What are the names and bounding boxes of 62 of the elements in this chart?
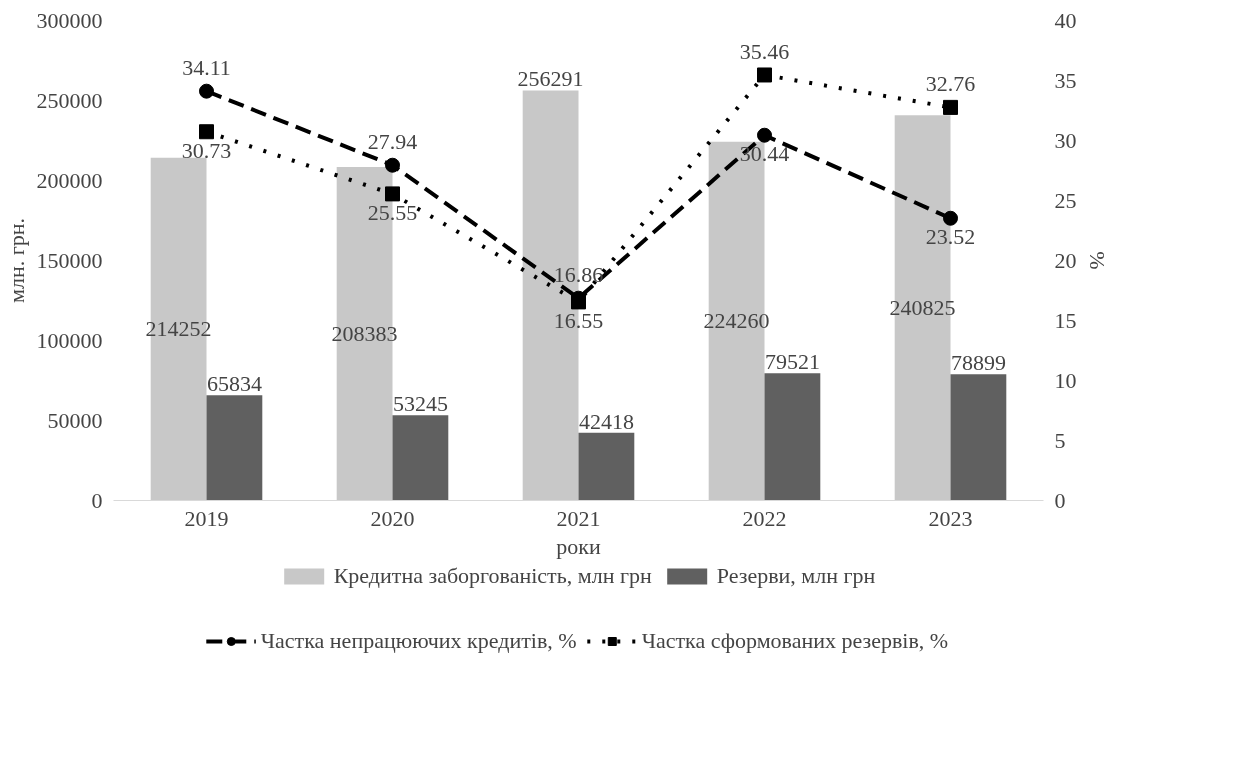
x-tick-label: 2020 bbox=[370, 505, 415, 531]
point bbox=[757, 127, 772, 143]
y2-tick-label: 20 bbox=[1054, 247, 1077, 273]
x-tick-label: 2019 bbox=[184, 505, 229, 531]
y2-tick-label: 40 bbox=[1054, 7, 1077, 33]
legend-label: Резерви, млн грн bbox=[716, 563, 876, 589]
y-tick-label: 150000 bbox=[36, 247, 103, 273]
bar bbox=[206, 395, 263, 501]
x-tick-label: 2022 bbox=[742, 505, 787, 531]
point bbox=[385, 157, 400, 173]
data-label: 16.55 bbox=[553, 307, 604, 333]
legend-label: Частка непрацюючих кредитів, % bbox=[260, 628, 577, 654]
y2-axis-title: % bbox=[1084, 251, 1110, 270]
data-label: 25.55 bbox=[367, 199, 418, 225]
data-label: 53245 bbox=[392, 391, 448, 417]
data-label: 224260 bbox=[703, 308, 770, 334]
data-label: 16.86 bbox=[553, 262, 604, 288]
point bbox=[385, 186, 400, 202]
y2-tick-label: 35 bbox=[1054, 67, 1077, 93]
x-tick-label: 2023 bbox=[928, 505, 973, 531]
data-label: 256291 bbox=[517, 66, 584, 92]
point bbox=[199, 124, 214, 140]
x-tick-label: 2021 bbox=[556, 505, 601, 531]
bar bbox=[950, 374, 1007, 501]
point bbox=[571, 294, 586, 310]
y-tick-label: 300000 bbox=[36, 7, 103, 33]
data-label: 32.76 bbox=[925, 71, 976, 97]
y-tick-label: 100000 bbox=[36, 327, 103, 353]
y2-tick-label: 10 bbox=[1054, 367, 1077, 393]
data-label: 65834 bbox=[206, 371, 262, 397]
data-label: 30.73 bbox=[181, 137, 232, 163]
y-axis-title: млн. грн. bbox=[3, 218, 29, 303]
y-tick-label: 250000 bbox=[36, 87, 103, 113]
data-label: 78899 bbox=[950, 350, 1006, 376]
data-label: 23.52 bbox=[925, 224, 976, 250]
point bbox=[943, 210, 958, 226]
y2-tick-label: 15 bbox=[1054, 307, 1077, 333]
y-tick-label: 200000 bbox=[36, 167, 103, 193]
y2-tick-label: 25 bbox=[1054, 187, 1077, 213]
point bbox=[199, 83, 214, 99]
data-label: 240825 bbox=[889, 294, 956, 320]
point bbox=[943, 99, 958, 115]
bar bbox=[392, 415, 449, 501]
y-tick-label: 0 bbox=[91, 487, 103, 513]
data-label: 35.46 bbox=[739, 38, 790, 64]
bar bbox=[578, 432, 635, 501]
y2-tick-label: 0 bbox=[1054, 487, 1066, 513]
data-label: 27.94 bbox=[367, 129, 418, 155]
y2-tick-label: 30 bbox=[1054, 127, 1077, 153]
y2-tick-label: 5 bbox=[1054, 427, 1066, 453]
point bbox=[757, 67, 772, 83]
x-axis-title: роки bbox=[556, 533, 601, 559]
data-label: 30.44 bbox=[739, 141, 790, 167]
data-label: 208383 bbox=[331, 320, 398, 346]
y-tick-label: 50000 bbox=[47, 407, 103, 433]
data-label: 42418 bbox=[578, 408, 634, 434]
data-label: 79521 bbox=[764, 349, 820, 375]
bar bbox=[764, 373, 821, 501]
data-label: 214252 bbox=[145, 316, 212, 342]
legend-label: Кредитна заборгованість, млн грн bbox=[333, 563, 652, 589]
data-label: 34.11 bbox=[182, 55, 231, 81]
legend-label: Частка сформованих резервів, % bbox=[641, 628, 949, 654]
